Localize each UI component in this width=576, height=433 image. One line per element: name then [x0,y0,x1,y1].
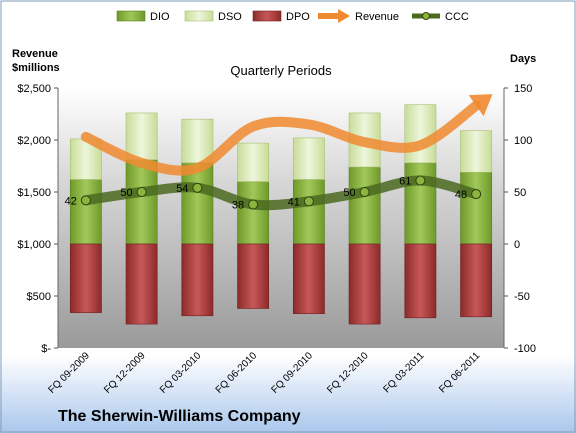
chart-title: Quarterly Periods [230,63,332,78]
bar-dpo [460,243,493,318]
left-tick-label: $1,000 [17,239,51,251]
ccc-data-label: 61 [399,176,411,188]
bar-dso [125,112,158,161]
ccc-marker [471,189,482,200]
legend: DIO DSO DPO Revenue CCC [116,9,469,23]
bar-dio [237,181,270,245]
revenue-line [80,100,482,176]
company-name: The Sherwin-Williams Company [58,408,301,425]
legend-swatch-ccc-marker [422,12,430,20]
left-tick-label: $500 [27,291,51,303]
revenue-arrowhead [468,94,493,117]
ccc-marker [415,175,426,186]
ccc-marker [192,182,203,193]
left-axis: $- $500 $1,000 $1,500 $2,000 $2,500 [17,83,59,355]
right-tick-label: 100 [514,135,532,147]
bar-dio [181,162,214,245]
ccc-data-label: 50 [120,187,132,199]
ccc-data-label: 38 [232,199,244,211]
left-tick-label: $2,000 [17,135,51,147]
legend-swatch-dpo [252,10,282,22]
bars [69,104,493,325]
right-tick-label: 150 [514,83,532,95]
bar-dio [125,159,158,245]
revenue-series [80,94,493,176]
bar-dio [292,179,325,245]
bar-dso [460,130,493,173]
ccc-series: 42 50 54 38 41 50 61 48 [65,175,482,211]
bar-dso [181,118,214,164]
ccc-data-label: 50 [343,187,355,199]
ccc-data-label: 54 [176,183,188,195]
bar-dpo [237,243,270,309]
right-tick-label: -50 [514,291,530,303]
right-tick-label: 50 [514,187,526,199]
ccc-data-label: 48 [455,189,467,201]
bar-dpo [125,243,158,325]
bar-dso [404,104,437,164]
bar-dio [348,166,381,245]
bar-dpo [69,243,102,313]
plot-area [58,88,504,348]
ccc-marker [248,199,259,210]
legend-label-dio: DIO [150,11,170,23]
ccc-marker [359,187,370,197]
right-tick-label: -100 [514,343,536,355]
legend-label-ccc: CCC [445,11,469,23]
left-axis-title-line-2: $millions [12,62,60,74]
ccc-marker [303,196,314,207]
right-axis: -100 -50 0 50 100 150 [503,83,536,355]
bar-dpo [181,243,214,317]
legend-label-dso: DSO [218,11,242,23]
ccc-marker [136,187,147,197]
bar-dpo [292,243,325,314]
ccc-data-label: 42 [65,195,77,207]
bar-dpo [348,243,381,325]
ccc-marker [80,195,91,206]
bar-dso [292,137,325,180]
left-tick-label: $2,500 [17,83,51,95]
left-tick-label: $1,500 [17,187,51,199]
left-axis-title-line-1: Revenue [12,48,58,60]
legend-swatch-dso [184,10,214,22]
legend-swatch-revenue-head [338,9,350,23]
legend-label-dpo: DPO [286,11,310,23]
right-axis-title: Days [510,53,536,65]
bar-dio [69,179,102,245]
right-tick-label: 0 [514,239,520,251]
left-tick-label: $- [41,343,51,355]
legend-label-revenue: Revenue [355,11,399,23]
bar-dio [460,171,493,245]
bar-dso [237,142,270,182]
legend-swatch-dio [116,10,146,22]
ccc-data-label: 41 [288,196,300,208]
bar-dpo [404,243,437,319]
